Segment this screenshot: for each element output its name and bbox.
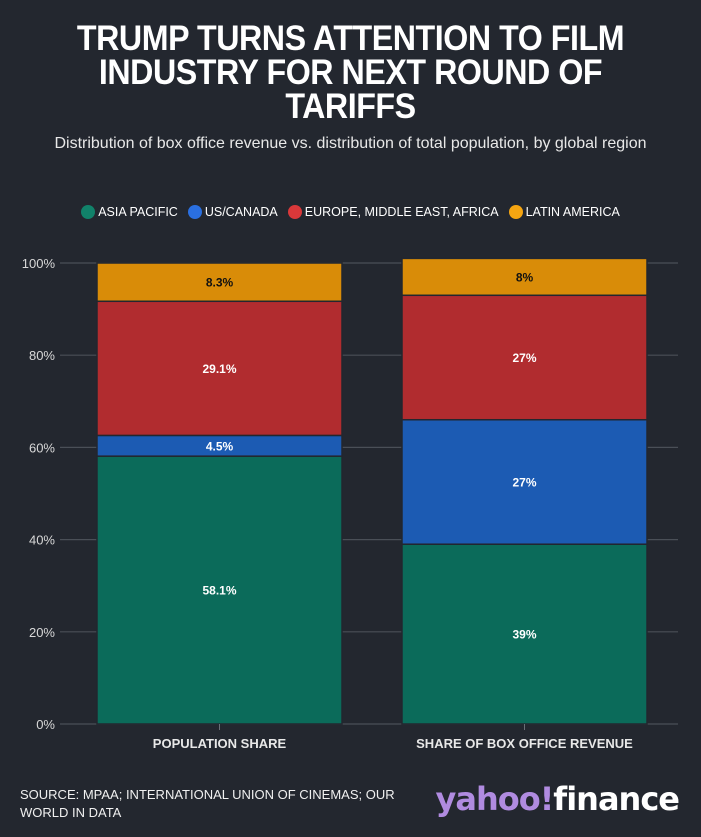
data-label: 27% [512,475,536,489]
legend-dot-icon [81,205,96,219]
data-label: 4.5% [206,439,234,453]
legend: ASIA PACIFIC US/CANADA EUROPE, MIDDLE EA… [0,205,701,219]
legend-label: LATIN AMERICA [525,205,620,219]
data-label: 29.1% [202,362,236,376]
logo-yahoo: yahoo! [435,780,554,818]
y-tick-label: 60% [29,440,55,455]
bar-segment [401,294,648,421]
data-label: 27% [512,351,536,365]
bar-segment [401,418,648,545]
logo-finance: finance [553,780,680,818]
bar-segment [96,262,343,303]
bar-segment [401,257,648,297]
y-tick-label: 20% [29,625,55,640]
data-label: 39% [512,628,536,642]
legend-item-latin-america: LATIN AMERICA [508,205,620,219]
x-tick-label: SHARE OF BOX OFFICE REVENUE [416,736,633,751]
y-tick-label: 100% [22,256,56,271]
chart-subtitle: Distribution of box office revenue vs. d… [54,135,647,152]
data-label: 8% [516,270,534,284]
y-tick-label: 0% [36,717,55,732]
legend-item-asia-pacific: ASIA PACIFIC [81,205,178,219]
chart-title: TRUMP TURNS ATTENTION TO FILM INDUSTRY F… [76,19,625,126]
bars [96,257,648,725]
data-label: 58.1% [202,584,236,598]
legend-label: US/CANADA [204,205,278,219]
axes: 0% 20% 40% 60% 80% 100% POPULATION SHARE SHARE … [22,256,633,751]
legend-dot-icon [187,205,202,219]
bar-segment [96,455,343,725]
source-note: SOURCE: MPAA; INTERNATIONAL UNION OF CIN… [20,787,395,820]
data-labels: 58.1% 4.5% 29.1% 8.3% 39% 27% 27% 8% [202,270,536,641]
yahoo-finance-logo: yahoo!finance [435,780,680,818]
x-tick-label: POPULATION SHARE [153,736,287,751]
y-tick-label: 80% [29,348,55,363]
bar-segment [96,300,343,437]
legend-item-us-canada: US/CANADA [187,205,278,219]
bar-segment [401,543,648,725]
legend-dot-icon [508,205,523,219]
legend-label: EUROPE, MIDDLE EAST, AFRICA [304,205,499,219]
data-label: 8.3% [206,276,234,290]
legend-label: ASIA PACIFIC [98,205,178,219]
stacked-bar-chart: 58.1% 4.5% 29.1% 8.3% 39% 27% 27% 8% 0% 20% 40% 60… [22,256,678,751]
y-tick-label: 40% [29,533,55,548]
legend-item-emea: EUROPE, MIDDLE EAST, AFRICA [287,205,499,219]
legend-dot-icon [287,205,302,219]
